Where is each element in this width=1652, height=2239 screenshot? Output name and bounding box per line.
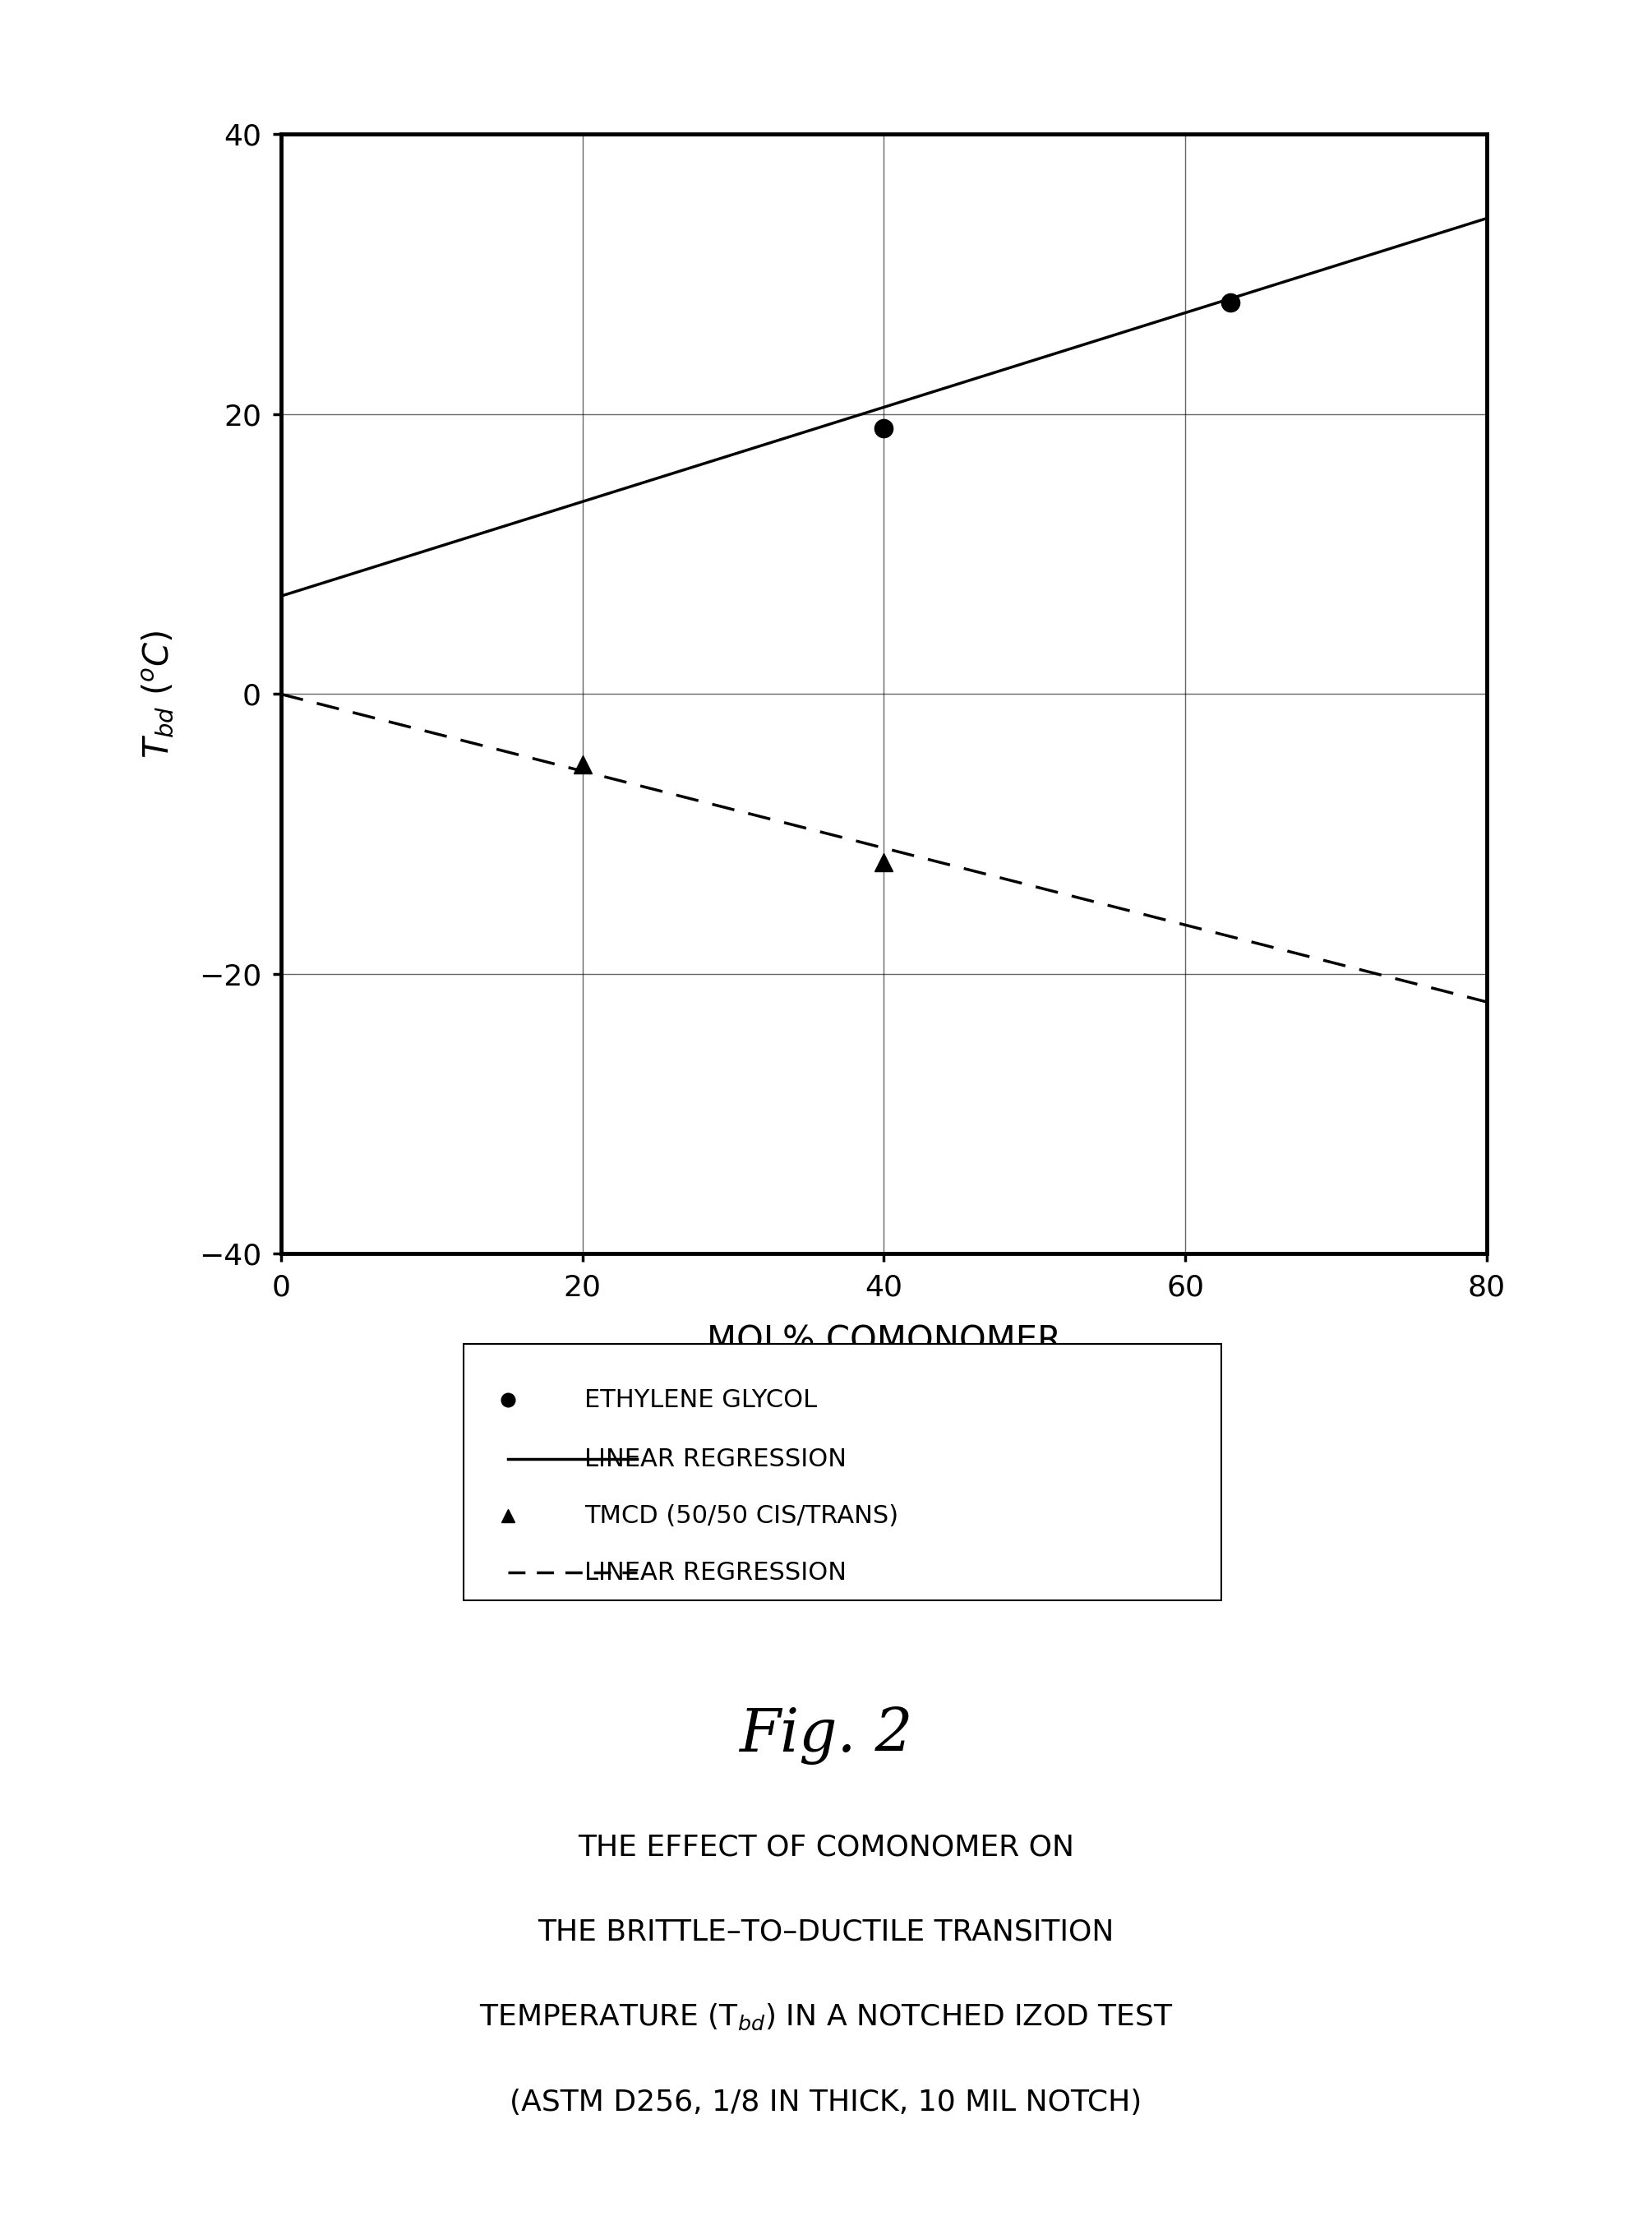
Text: LINEAR REGRESSION: LINEAR REGRESSION [585,1561,846,1585]
Text: THE EFFECT OF COMONOMER ON: THE EFFECT OF COMONOMER ON [578,1834,1074,1861]
Text: LINEAR REGRESSION: LINEAR REGRESSION [585,1446,846,1471]
Text: TMCD (50/50 CIS/TRANS): TMCD (50/50 CIS/TRANS) [585,1505,899,1527]
Text: THE BRITTLE–TO–DUCTILE TRANSITION: THE BRITTLE–TO–DUCTILE TRANSITION [539,1919,1113,1946]
Text: ETHYLENE GLYCOL: ETHYLENE GLYCOL [585,1388,816,1413]
X-axis label: MOL% COMONOMER: MOL% COMONOMER [707,1323,1061,1359]
Text: Fig. 2: Fig. 2 [738,1706,914,1764]
Text: TEMPERATURE (T$_{bd}$) IN A NOTCHED IZOD TEST: TEMPERATURE (T$_{bd}$) IN A NOTCHED IZOD… [479,2002,1173,2033]
Text: (ASTM D256, 1/8 IN THICK, 10 MIL NOTCH): (ASTM D256, 1/8 IN THICK, 10 MIL NOTCH) [510,2089,1142,2116]
Y-axis label: $T_{bd}\ (^oC)$: $T_{bd}\ (^oC)$ [140,629,175,759]
